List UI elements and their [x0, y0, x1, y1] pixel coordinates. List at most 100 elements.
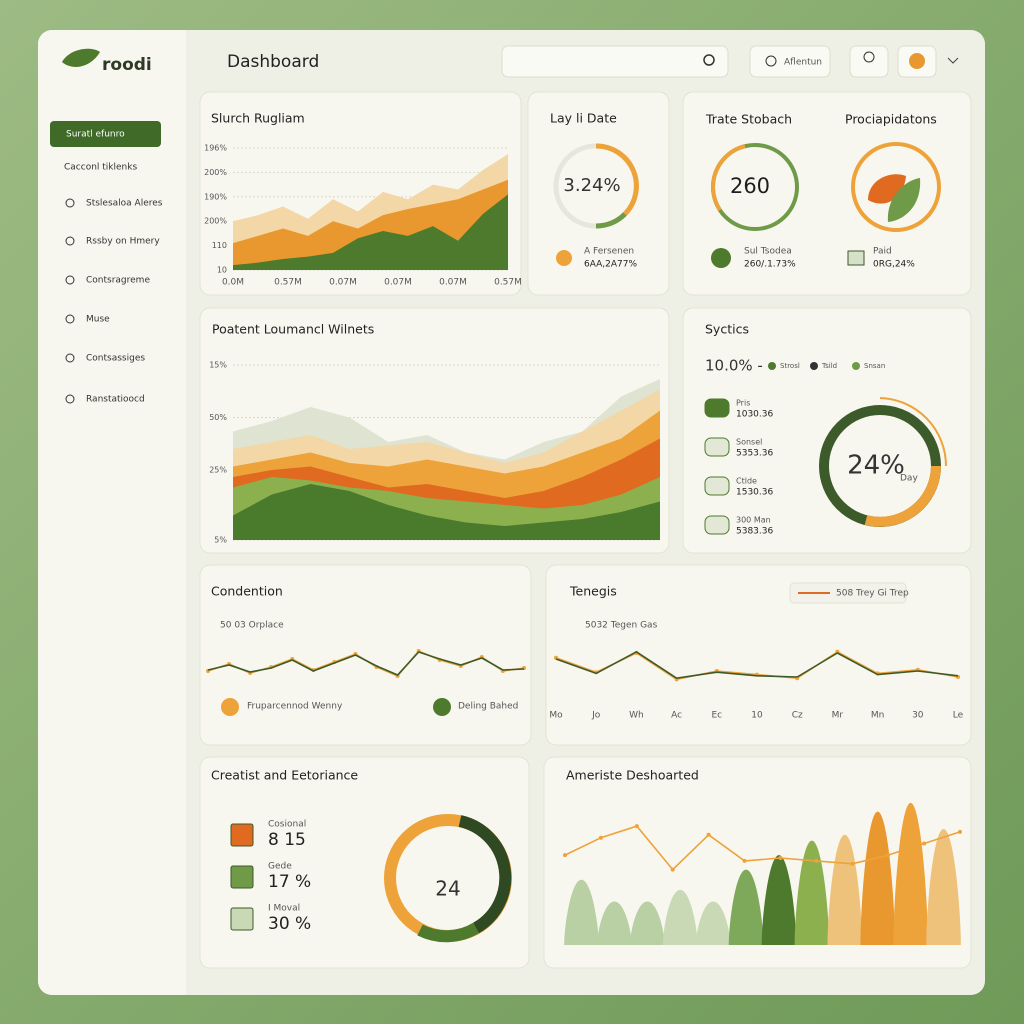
- item-icon: [704, 398, 730, 418]
- search-icon: [703, 54, 715, 66]
- x-tick-label: 0.07M: [384, 278, 412, 288]
- search-box[interactable]: [501, 45, 729, 78]
- panel-title: Condention: [211, 584, 283, 599]
- x-tick-label: Ec: [711, 711, 722, 721]
- item-icon: [230, 823, 254, 847]
- panel-title: Slurch Rugliam: [211, 111, 305, 126]
- label: Sul Tsodea: [744, 247, 792, 257]
- item-value: 1530.36: [736, 488, 773, 498]
- legend-icon: [221, 698, 239, 716]
- y-tick-label: 200%: [204, 168, 227, 177]
- nav-item[interactable]: Contsassiges: [86, 354, 145, 364]
- x-tick-label: Mo: [549, 711, 563, 721]
- ring-value: 24%: [847, 451, 905, 481]
- nav-icon: [65, 198, 75, 208]
- stat-list: Strosl Tsild Snsan Pris 1030.36 Sonsel 5353.36…: [704, 362, 885, 537]
- chip-label: Tsild: [821, 362, 837, 370]
- chevron[interactable]: [947, 57, 959, 64]
- y-tick-label: 50%: [209, 413, 227, 422]
- panel-title: Creatist and Eetoriance: [211, 768, 358, 783]
- nav-item[interactable]: Suratl efunro: [66, 130, 125, 140]
- point: [563, 853, 567, 858]
- caption: 50 03 Orplace: [220, 621, 284, 631]
- item-icon: [704, 437, 730, 457]
- panel-title: Ameriste Deshoarted: [566, 768, 699, 783]
- item-label: Pris: [736, 399, 750, 408]
- chip-dot: [768, 362, 776, 370]
- legend-box: [789, 582, 907, 604]
- panel: [527, 91, 670, 296]
- point: [634, 824, 639, 829]
- sidebar: [38, 30, 186, 995]
- point: [778, 856, 783, 860]
- ring-outer: [879, 397, 947, 467]
- item-icon: [704, 515, 730, 535]
- nav-item[interactable]: Muse: [86, 315, 110, 325]
- logo: roodi: [102, 55, 152, 75]
- item-icon: [704, 476, 730, 496]
- legend-label: Deling Bahed: [458, 702, 518, 712]
- icon: [711, 248, 731, 268]
- ring: [851, 142, 941, 232]
- action-button[interactable]: [749, 45, 831, 78]
- y-tick-label: 5%: [214, 536, 227, 545]
- item-label: 300 Man: [736, 516, 771, 525]
- nav-active[interactable]: [50, 121, 161, 147]
- button-icon: [765, 55, 777, 67]
- x-tick-label: Wh: [629, 711, 644, 721]
- item-value: 5353.36: [736, 449, 773, 459]
- point: [598, 835, 603, 840]
- panel-title: Poatent Loumancl Wilnets: [212, 322, 374, 337]
- item-label: Ctlde: [736, 477, 757, 486]
- nav-item[interactable]: Ranstatioocd: [86, 395, 145, 405]
- item-value: 5383.36: [736, 527, 773, 537]
- legend-label: Fruparcennod Wenny: [247, 702, 343, 712]
- panel-title: Lay li Date: [550, 111, 617, 126]
- headline: 10.0% -: [705, 357, 763, 375]
- logo-leaf: [62, 48, 100, 67]
- line: [564, 825, 961, 871]
- bell-bar: [893, 802, 928, 945]
- x-tick-label: 30: [912, 711, 924, 721]
- nav-item[interactable]: Contsragreme: [86, 276, 150, 286]
- caption: 5032 Tegen Gas: [585, 621, 658, 631]
- area: [233, 194, 508, 270]
- x-tick-label: Jo: [591, 711, 601, 721]
- value: 260/.1.73%: [744, 260, 796, 270]
- point: [958, 829, 962, 834]
- line: [555, 650, 959, 680]
- y-tick-label: 190%: [204, 192, 227, 201]
- legend-icon: [556, 250, 572, 266]
- ring-value: 24: [435, 877, 460, 901]
- page-title: Dashboard: [227, 52, 319, 72]
- ring-arc: [458, 815, 512, 934]
- user-icon: [863, 51, 875, 63]
- x-tick-label: 0.57M: [494, 278, 522, 288]
- item-label: Cosional: [268, 820, 306, 830]
- y-tick-label: 196%: [204, 144, 227, 153]
- x-tick-label: 0.07M: [329, 278, 357, 288]
- item-value: 1030.36: [736, 410, 773, 420]
- button-label: Aflentun: [784, 58, 822, 68]
- nav-item[interactable]: Stslesaloa Aleres: [86, 199, 163, 209]
- nav-item[interactable]: Cacconl tiklenks: [64, 163, 137, 173]
- legend-icon: [433, 698, 451, 716]
- bell-bar: [761, 855, 797, 945]
- point: [886, 853, 891, 858]
- ring-value: 3.24%: [563, 175, 620, 196]
- item-label: Gede: [268, 862, 292, 872]
- panel-title: Syctics: [705, 322, 749, 337]
- nav-icon: [65, 353, 75, 363]
- chip-label: Strosl: [780, 362, 800, 370]
- point: [814, 858, 819, 863]
- ring-value: 260: [730, 174, 770, 198]
- nav-item[interactable]: Rssby on Hmery: [86, 237, 160, 247]
- label: Paid: [873, 247, 892, 257]
- bell-bar: [630, 901, 665, 945]
- chip-dot: [810, 362, 818, 370]
- bell-bar: [728, 869, 764, 945]
- panel-title: Trate Stobach: [705, 112, 792, 127]
- x-tick-label: Mr: [832, 711, 844, 721]
